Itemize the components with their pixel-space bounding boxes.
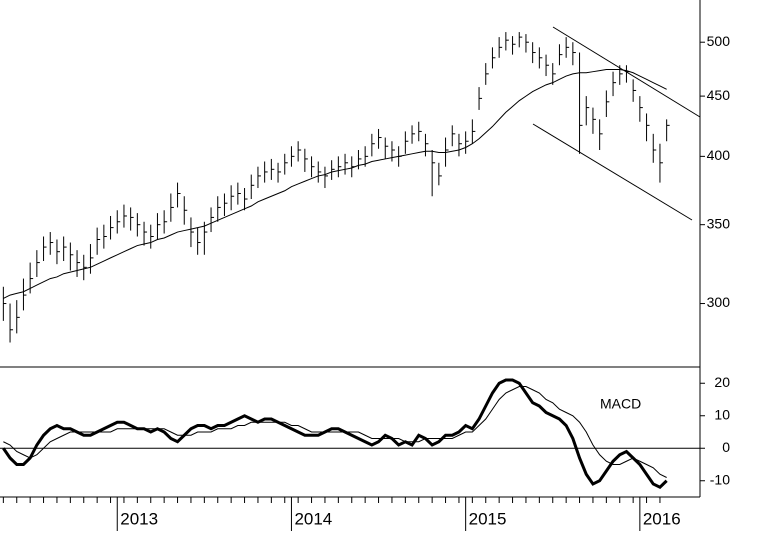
moving-average <box>3 69 667 299</box>
macd-line <box>3 386 667 478</box>
y-tick-label: 0 <box>722 439 730 455</box>
y-tick-label: -10 <box>710 471 730 487</box>
y-tick-label: 450 <box>707 87 731 103</box>
y-tick-label: 500 <box>707 33 731 49</box>
macd-line <box>2 378 668 490</box>
y-tick-label: 20 <box>714 374 730 390</box>
x-tick-label: 2014 <box>294 509 332 528</box>
x-tick-label: 2013 <box>120 509 158 528</box>
x-tick-label: 2015 <box>469 509 507 528</box>
x-tick-label: 2016 <box>643 509 681 528</box>
y-tick-label: 10 <box>714 406 730 422</box>
y-tick-label: 350 <box>707 215 731 231</box>
macd-label: MACD <box>600 396 641 412</box>
y-tick-label: 300 <box>707 294 731 310</box>
trend-line-lower <box>532 123 693 221</box>
y-tick-label: 400 <box>707 147 731 163</box>
